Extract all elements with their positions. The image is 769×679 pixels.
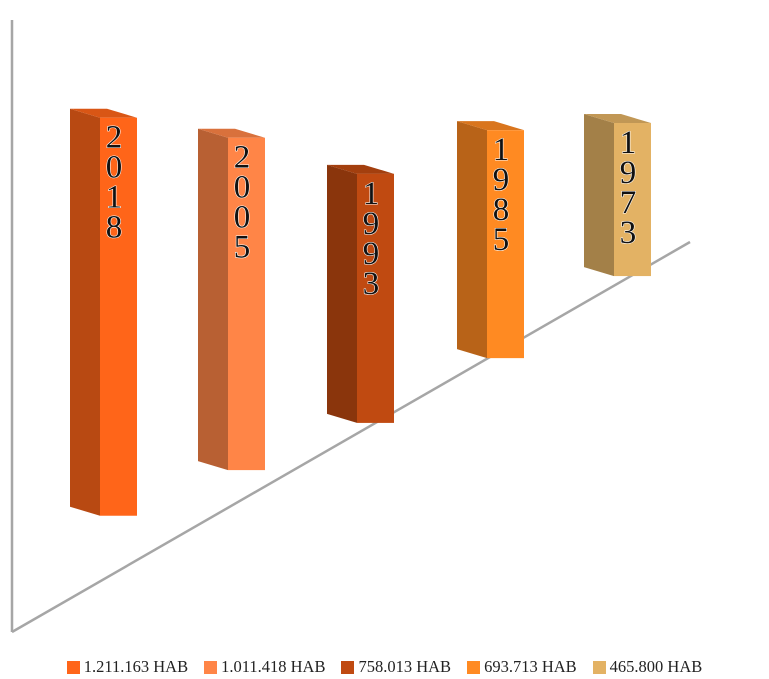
bar-top [70,108,137,118]
legend-item: 1.211.163 HAB [66,657,189,677]
bar-top [327,164,394,174]
legend-item: 1.011.418 HAB [204,657,325,677]
legend-label: 1.011.418 HAB [221,657,326,676]
legend-item: 693.713 HAB [467,657,577,677]
chart-plot: 2 0 1 8 2 0 0 5 1 9 9 3 1 9 8 5 1 9 7 3 [10,20,691,634]
legend-swatch [592,660,606,674]
bar [100,117,137,516]
bar-top [457,121,524,131]
bar [614,123,651,277]
bar-top [198,128,265,138]
bar-side [457,121,487,359]
bar-side [327,164,357,423]
bar [487,130,524,359]
legend-label: 758.013 HAB [358,657,452,676]
legend-swatch [467,660,481,674]
bar-top [584,114,651,124]
legend-item: 465.800 HAB [592,657,703,677]
bars-group: 2 0 1 8 2 0 0 5 1 9 9 3 1 9 8 5 1 9 7 3 [70,108,651,516]
legend-swatch [341,660,355,674]
legend-item: 758.013 HAB [341,657,451,677]
bar-side [584,114,614,277]
bar-side [198,128,228,471]
bar [357,173,394,423]
bar-side [70,108,100,516]
legend-swatch [204,660,218,674]
floor-axis-line [11,240,691,634]
legend-swatch [66,660,80,674]
bar [228,137,265,471]
legend-label: 465.800 HAB [609,657,703,676]
legend-label: 1.211.163 HAB [83,657,189,676]
legend: 1.211.163 HAB 1.011.418 HAB 758.013 HAB 693… [0,657,769,677]
legend-label: 693.713 HAB [484,657,577,676]
